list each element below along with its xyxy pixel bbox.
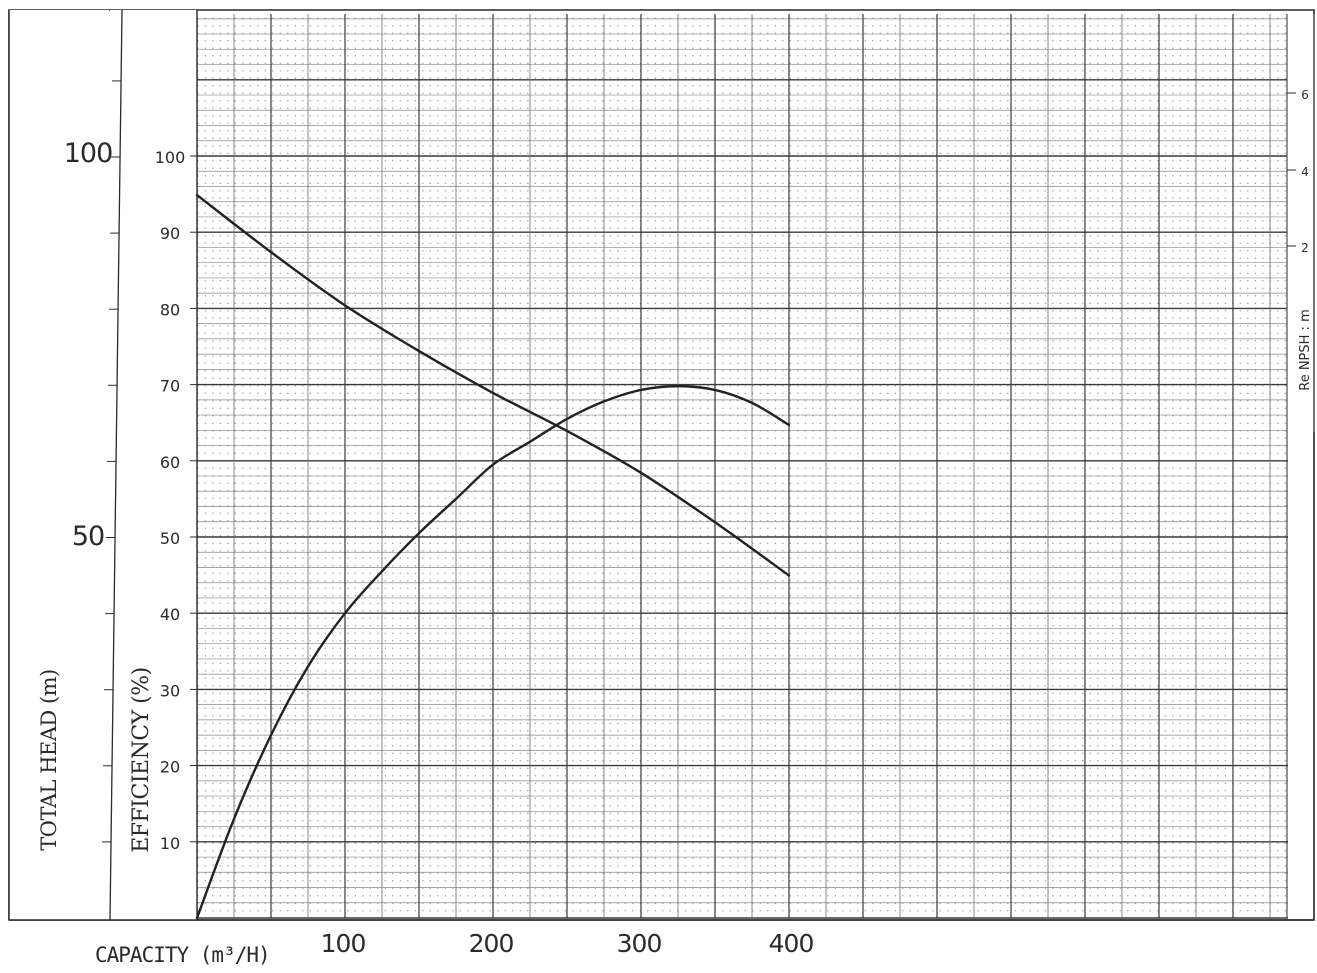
head-axis-panel [9,10,109,920]
efficiency-curve [195,384,791,920]
efficiency-tick-label: 70 [160,377,180,396]
head-axis-label: TOTAL HEAD (m) [37,669,61,851]
x-tick-label: 400 [769,929,814,958]
npsh-tick-label: 2 [1301,241,1309,255]
x-axis-label: CAPACITY (m³/H) [95,943,270,967]
efficiency-axis-label: EFFICIENCY (%) [129,667,154,853]
head-axis-line [109,9,123,921]
x-tick-label: 100 [321,929,366,958]
x-tick-label: 200 [469,929,514,958]
efficiency-axis-panel [110,10,197,920]
efficiency-tick-label: 30 [160,681,180,700]
head-tick-label: 50 [72,521,104,552]
efficiency-tick-label: 40 [160,605,180,624]
efficiency-tick-label: 100 [155,148,186,167]
npsh-tick-label: 6 [1301,88,1309,102]
efficiency-tick-label: 90 [160,224,180,243]
efficiency-tick-label: 50 [160,529,180,548]
head-curve [195,193,791,577]
efficiency-tick-label: 10 [160,834,180,853]
npsh-axis-panel [1287,14,1315,432]
npsh-tick-label: 4 [1301,165,1309,179]
efficiency-tick-label: 20 [160,758,180,777]
efficiency-tick-label: 80 [160,300,180,319]
dot-texture [197,14,1288,918]
head-tick-label: 100 [64,138,113,169]
npsh-axis-label: Re NPSH : m [1298,309,1313,390]
efficiency-tick-label: 60 [160,453,180,472]
x-tick-label: 300 [617,929,662,958]
